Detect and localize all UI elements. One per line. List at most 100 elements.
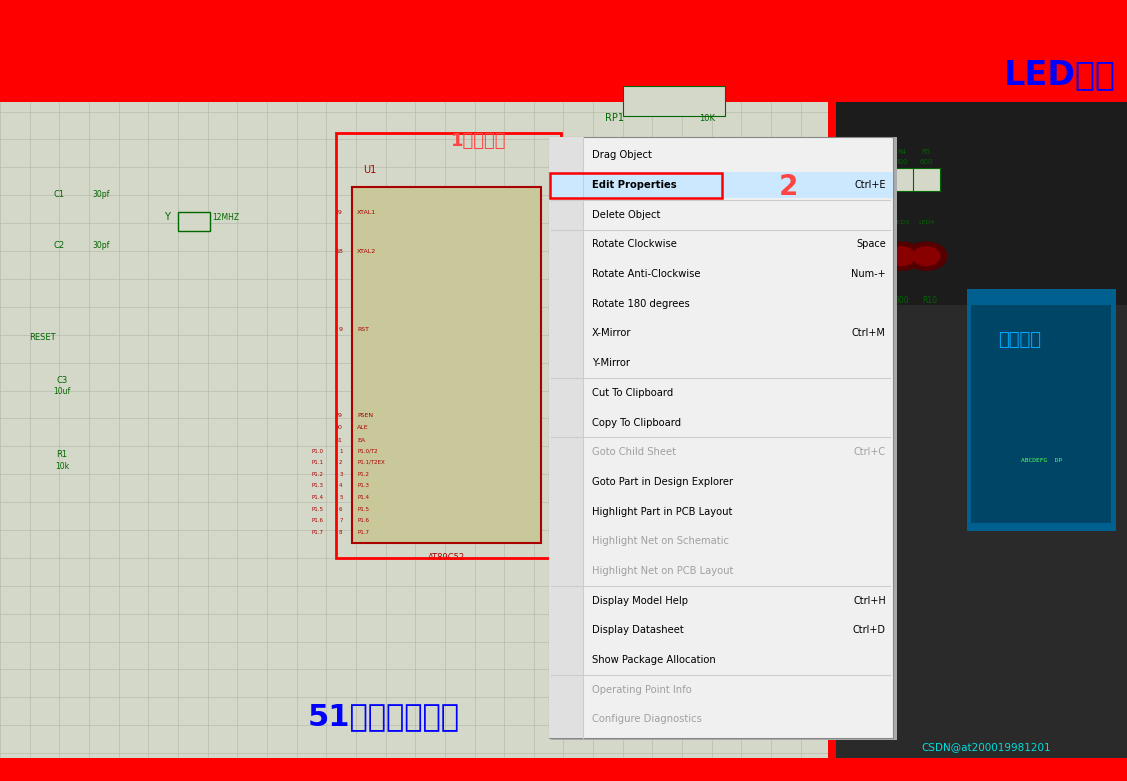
- Text: PSEN: PSEN: [357, 413, 373, 418]
- Text: 600: 600: [841, 159, 854, 166]
- Bar: [549, 172, 893, 198]
- Text: 18: 18: [335, 249, 343, 254]
- Bar: [336, 133, 561, 558]
- Text: Space: Space: [857, 240, 886, 249]
- Text: 600: 600: [895, 159, 908, 166]
- Text: R4: R4: [897, 149, 906, 155]
- Text: Goto Child Sheet: Goto Child Sheet: [592, 448, 676, 457]
- Text: 31: 31: [335, 438, 343, 443]
- Text: Rotate Anti-Clockwise: Rotate Anti-Clockwise: [592, 269, 700, 279]
- Bar: [178, 212, 210, 231]
- Circle shape: [834, 247, 861, 266]
- Bar: [550, 173, 721, 198]
- Bar: [352, 187, 541, 543]
- Text: P1.0: P1.0: [311, 449, 323, 454]
- Text: P1.1: P1.1: [311, 460, 323, 465]
- Text: Ctrl+M: Ctrl+M: [852, 329, 886, 338]
- Text: 30pf: 30pf: [92, 190, 109, 199]
- Text: P1.2: P1.2: [311, 472, 323, 476]
- Bar: [967, 289, 1116, 531]
- Bar: [860, 168, 887, 191]
- Text: P1.7: P1.7: [311, 530, 323, 535]
- Text: P1.4: P1.4: [311, 495, 323, 500]
- Text: R2: R2: [843, 149, 852, 155]
- Text: Rotate Clockwise: Rotate Clockwise: [592, 240, 676, 249]
- Text: C3: C3: [56, 376, 68, 385]
- Text: R3: R3: [869, 149, 878, 155]
- Text: LED2: LED2: [866, 220, 881, 225]
- Text: P1.6: P1.6: [311, 519, 323, 523]
- Text: 4: 4: [339, 483, 343, 488]
- Text: P1.6: P1.6: [357, 519, 370, 523]
- Text: Delete Object: Delete Object: [592, 210, 660, 219]
- Text: 2: 2: [339, 460, 343, 465]
- Text: C2: C2: [53, 241, 64, 251]
- Text: 7: 7: [339, 519, 343, 523]
- Text: RESET: RESET: [29, 333, 56, 342]
- Text: 6: 6: [339, 507, 343, 512]
- Text: 5: 5: [339, 495, 343, 500]
- Text: 1: 1: [339, 449, 343, 454]
- Text: Highlight Part in PCB Layout: Highlight Part in PCB Layout: [592, 507, 733, 516]
- Text: 10uf: 10uf: [53, 387, 71, 396]
- Text: Ctrl+H: Ctrl+H: [853, 596, 886, 605]
- Text: LED灯系: LED灯系: [1004, 58, 1116, 91]
- Text: X-Mirror: X-Mirror: [592, 329, 631, 338]
- Bar: [913, 168, 940, 191]
- Text: Cut To Clipboard: Cut To Clipboard: [592, 388, 673, 398]
- Text: 9: 9: [338, 327, 343, 332]
- Text: P1.5: P1.5: [311, 507, 323, 512]
- Bar: [549, 137, 893, 738]
- Text: P1.2: P1.2: [357, 472, 370, 476]
- Text: Show Package Allocation: Show Package Allocation: [592, 655, 716, 665]
- Text: 码管电路: 码管电路: [999, 330, 1041, 349]
- Text: P1.3: P1.3: [311, 483, 323, 488]
- Text: R10: R10: [922, 296, 938, 305]
- Bar: [834, 168, 861, 191]
- Bar: [549, 137, 583, 738]
- Text: 1点击右键: 1点击右键: [451, 131, 507, 150]
- Text: 30pf: 30pf: [92, 241, 109, 251]
- Text: CSDN@at200019981201: CSDN@at200019981201: [921, 742, 1051, 751]
- Circle shape: [906, 242, 947, 270]
- Text: P1.0/T2: P1.0/T2: [357, 449, 378, 454]
- Text: 600: 600: [920, 159, 933, 166]
- Text: AT89C52: AT89C52: [428, 553, 464, 562]
- Text: Display Model Help: Display Model Help: [592, 596, 687, 605]
- Text: Y: Y: [163, 212, 170, 223]
- Circle shape: [888, 247, 915, 266]
- Text: P1.5: P1.5: [357, 507, 370, 512]
- Text: Ctrl+E: Ctrl+E: [854, 180, 886, 190]
- Text: 600: 600: [867, 159, 880, 166]
- Text: RST: RST: [357, 327, 370, 332]
- Text: Copy To Clipboard: Copy To Clipboard: [592, 418, 681, 427]
- Text: 30: 30: [335, 426, 343, 430]
- Text: C1: C1: [53, 190, 64, 199]
- Bar: [836, 305, 1127, 758]
- Text: ABCDEFG  DP: ABCDEFG DP: [1021, 458, 1062, 463]
- Text: 10k: 10k: [55, 462, 69, 471]
- Text: 51单片机最小系: 51单片机最小系: [308, 702, 459, 732]
- Text: 3: 3: [339, 472, 343, 476]
- Text: LED4: LED4: [919, 220, 934, 225]
- Text: Display Datasheet: Display Datasheet: [592, 626, 683, 635]
- Text: 10K: 10K: [699, 114, 715, 123]
- Text: 2: 2: [779, 173, 799, 201]
- Text: Ctrl+D: Ctrl+D: [853, 626, 886, 635]
- Text: Ctrl+C: Ctrl+C: [853, 448, 886, 457]
- Text: 12MHZ: 12MHZ: [212, 213, 239, 223]
- Circle shape: [860, 247, 887, 266]
- Text: LED1: LED1: [840, 220, 855, 225]
- Circle shape: [853, 242, 894, 270]
- Text: 8: 8: [339, 530, 343, 535]
- Text: Highlight Net on PCB Layout: Highlight Net on PCB Layout: [592, 566, 733, 576]
- Text: Goto Part in Design Explorer: Goto Part in Design Explorer: [592, 477, 733, 487]
- Text: Highlight Net on Schematic: Highlight Net on Schematic: [592, 537, 729, 546]
- Text: 19: 19: [335, 210, 343, 215]
- Text: P1.4: P1.4: [357, 495, 370, 500]
- Text: P1.1/T2EX: P1.1/T2EX: [357, 460, 385, 465]
- Text: R5: R5: [922, 149, 931, 155]
- Circle shape: [881, 242, 922, 270]
- Text: R1: R1: [56, 450, 68, 459]
- Bar: [888, 168, 915, 191]
